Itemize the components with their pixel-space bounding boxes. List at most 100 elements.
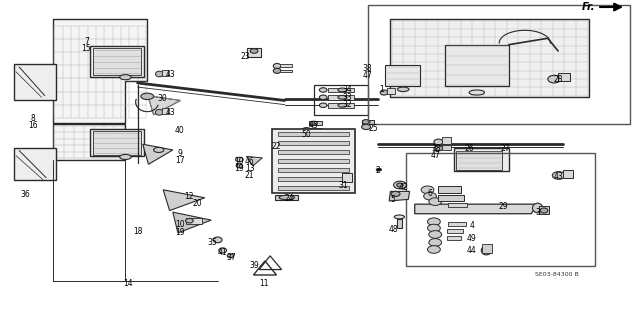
- Bar: [278, 186, 349, 190]
- Bar: [14, 64, 56, 100]
- Ellipse shape: [376, 168, 381, 171]
- Bar: [278, 159, 349, 163]
- Ellipse shape: [424, 192, 436, 200]
- Ellipse shape: [428, 246, 440, 253]
- Ellipse shape: [273, 68, 281, 73]
- Bar: [442, 137, 451, 144]
- Bar: [310, 128, 322, 132]
- Ellipse shape: [213, 237, 222, 243]
- Text: 38: 38: [431, 144, 441, 153]
- Bar: [456, 151, 502, 170]
- Bar: [14, 148, 56, 180]
- Text: 12: 12: [184, 192, 193, 201]
- Text: 21: 21: [245, 171, 254, 180]
- Text: 13: 13: [244, 164, 255, 173]
- Text: 31: 31: [339, 181, 349, 190]
- Ellipse shape: [319, 103, 327, 108]
- Ellipse shape: [120, 154, 131, 160]
- Ellipse shape: [532, 203, 543, 213]
- Ellipse shape: [227, 254, 234, 258]
- Ellipse shape: [319, 95, 327, 100]
- Ellipse shape: [154, 147, 164, 152]
- Text: 10: 10: [234, 157, 244, 166]
- Bar: [448, 222, 466, 226]
- Ellipse shape: [428, 218, 440, 226]
- Text: 42: 42: [398, 183, 408, 192]
- Bar: [342, 173, 352, 182]
- Ellipse shape: [362, 124, 371, 130]
- Bar: [278, 168, 349, 172]
- Ellipse shape: [310, 121, 317, 125]
- Bar: [328, 95, 354, 100]
- Text: SE03-84300 B: SE03-84300 B: [535, 272, 579, 277]
- Bar: [314, 85, 368, 115]
- Bar: [438, 195, 464, 201]
- Text: 4: 4: [469, 221, 474, 230]
- Bar: [454, 148, 509, 171]
- Text: 27: 27: [500, 144, 511, 153]
- Ellipse shape: [434, 146, 443, 151]
- Ellipse shape: [434, 139, 443, 145]
- Bar: [397, 219, 402, 228]
- Ellipse shape: [394, 181, 406, 189]
- Text: 29: 29: [499, 202, 509, 211]
- Text: 39: 39: [250, 261, 260, 270]
- Bar: [558, 73, 570, 81]
- Text: 43: 43: [166, 70, 176, 79]
- Ellipse shape: [429, 239, 442, 246]
- Text: 2: 2: [375, 166, 380, 175]
- Bar: [162, 108, 168, 114]
- Text: 36: 36: [20, 190, 31, 199]
- Ellipse shape: [236, 164, 243, 168]
- Text: 37: 37: [227, 253, 237, 262]
- Bar: [445, 45, 509, 86]
- Polygon shape: [143, 144, 173, 164]
- Text: 35: 35: [207, 238, 218, 247]
- Polygon shape: [389, 191, 410, 201]
- Bar: [278, 141, 349, 145]
- Text: 47: 47: [431, 151, 441, 160]
- Text: 43: 43: [554, 172, 564, 181]
- Bar: [280, 70, 292, 72]
- Bar: [90, 46, 144, 77]
- Ellipse shape: [429, 198, 442, 205]
- Bar: [278, 150, 349, 154]
- Ellipse shape: [141, 93, 154, 100]
- Ellipse shape: [391, 191, 400, 197]
- Ellipse shape: [302, 128, 311, 133]
- Ellipse shape: [338, 103, 347, 107]
- Text: 14: 14: [123, 279, 133, 288]
- Text: 49: 49: [467, 234, 477, 243]
- Ellipse shape: [273, 63, 281, 69]
- Bar: [448, 203, 467, 207]
- Ellipse shape: [338, 95, 347, 99]
- Text: 40: 40: [175, 126, 185, 135]
- Ellipse shape: [397, 183, 403, 187]
- Bar: [162, 70, 168, 76]
- Bar: [438, 186, 461, 193]
- Bar: [93, 48, 141, 75]
- Polygon shape: [275, 195, 298, 200]
- Text: 45: 45: [308, 121, 319, 130]
- Bar: [406, 153, 595, 266]
- Bar: [280, 64, 292, 67]
- Bar: [328, 103, 354, 108]
- Polygon shape: [53, 19, 147, 123]
- Ellipse shape: [338, 88, 347, 92]
- Text: 18: 18: [133, 227, 142, 236]
- Ellipse shape: [279, 195, 294, 200]
- Ellipse shape: [156, 109, 163, 115]
- Text: 41: 41: [218, 248, 228, 256]
- Text: 43: 43: [166, 108, 176, 117]
- Text: 24: 24: [284, 194, 294, 203]
- Text: 9: 9: [177, 149, 182, 158]
- Polygon shape: [309, 121, 322, 125]
- Polygon shape: [148, 96, 180, 115]
- Bar: [539, 206, 549, 214]
- Text: 30: 30: [157, 94, 167, 103]
- Ellipse shape: [469, 90, 484, 95]
- Bar: [272, 129, 355, 193]
- Text: 22: 22: [272, 142, 281, 151]
- Polygon shape: [415, 204, 538, 214]
- Text: 28: 28: [554, 75, 563, 84]
